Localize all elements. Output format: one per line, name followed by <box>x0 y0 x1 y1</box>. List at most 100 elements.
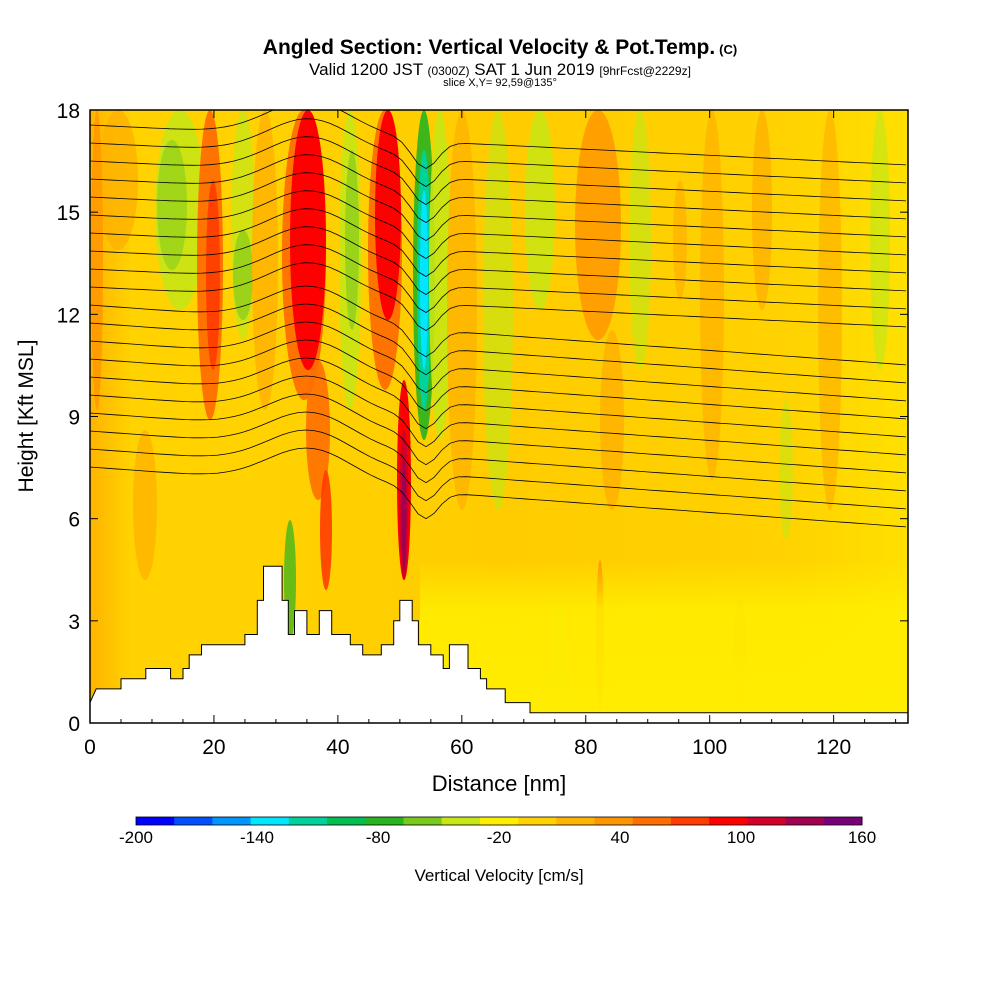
theta-contours <box>90 110 907 528</box>
colorbar-swatch <box>670 817 710 825</box>
x-tick-label: 60 <box>450 736 473 759</box>
utc-time: (0300Z) <box>427 64 470 78</box>
velocity-cell <box>483 110 513 510</box>
velocity-cell <box>447 110 477 510</box>
y-tick-label: 0 <box>68 713 80 736</box>
colorbar-swatch <box>823 817 863 825</box>
velocity-cell <box>673 180 687 300</box>
theta-contour <box>90 208 907 277</box>
colorbar-swatch <box>288 817 328 825</box>
theta-contour <box>90 303 907 384</box>
colorbar-label: Vertical Velocity [cm/s] <box>414 866 583 885</box>
velocity-cell <box>870 110 890 370</box>
colorbar-swatch <box>594 817 634 825</box>
velocity-cell <box>420 190 428 370</box>
theta-contour <box>90 321 907 402</box>
y-axis-label: Height [Kft MSL] <box>15 340 38 493</box>
velocity-cell <box>375 110 401 320</box>
velocity-cell <box>290 110 326 370</box>
colorbar-swatch <box>747 817 787 825</box>
colorbar-swatch <box>403 817 443 825</box>
velocity-cell <box>575 110 621 340</box>
theta-contour <box>90 226 907 295</box>
x-tick-label: 40 <box>326 736 349 759</box>
theta-contour <box>90 375 907 456</box>
colorbar-tick-label: -140 <box>240 828 274 847</box>
theta-contour <box>90 136 907 205</box>
theta-contour <box>90 393 907 474</box>
velocity-cell <box>345 150 359 330</box>
colorbar-tick-label: -20 <box>487 828 512 847</box>
theta-contour <box>90 172 907 241</box>
velocity-cell <box>233 230 253 320</box>
valid-date: SAT 1 Jun 2019 <box>474 60 595 79</box>
velocity-cell <box>306 360 330 500</box>
velocity-cell <box>91 110 103 410</box>
theta-contour <box>90 447 907 528</box>
x-tick-label: 100 <box>692 736 727 759</box>
x-tick-label: 120 <box>816 736 851 759</box>
x-tick-label: 0 <box>84 736 96 759</box>
colorbar-swatch <box>556 817 596 825</box>
velocity-cell <box>629 110 651 370</box>
colorbar-swatch <box>365 817 404 825</box>
y-tick-label: 18 <box>57 100 80 123</box>
theta-contour <box>90 429 907 510</box>
slice-info: slice X,Y= 92,59@135° <box>443 77 557 89</box>
theta-contour <box>90 411 907 492</box>
velocity-cell <box>818 110 842 510</box>
velocity-cell <box>157 140 187 270</box>
x-tick-label: 20 <box>202 736 225 759</box>
colorbar-tick-label: 160 <box>848 828 876 847</box>
velocity-cell <box>600 330 624 510</box>
colorbar-tick-label: 100 <box>727 828 755 847</box>
colorbar-swatch <box>632 817 672 825</box>
velocity-cell <box>700 110 724 480</box>
colorbar: -200 -140 -80 -20 40 100 160 <box>119 816 876 847</box>
theta-contour <box>90 110 907 169</box>
colorbar-frame <box>135 816 863 826</box>
theta-contour <box>90 118 907 187</box>
y-tick-label: 3 <box>68 611 80 634</box>
theta-contour <box>90 339 907 420</box>
title-main: Angled Section: Vertical Velocity & Pot.… <box>262 36 716 59</box>
velocity-cell <box>252 110 278 410</box>
plot-area <box>90 110 908 723</box>
velocity-cell <box>752 110 772 310</box>
y-tick-label: 9 <box>68 407 80 430</box>
chart-title: Angled Section: Vertical Velocity & Pot.… <box>0 36 1000 60</box>
title-mark: (C) <box>719 42 738 57</box>
y-tick-label: 15 <box>57 202 80 225</box>
velocity-cell <box>779 400 793 540</box>
colorbar-swatch <box>250 817 290 825</box>
velocity-cell <box>133 430 157 580</box>
terrain-profile <box>90 565 908 723</box>
theta-contour <box>90 244 907 313</box>
colorbar-swatch <box>518 817 557 825</box>
x-tick-label: 80 <box>574 736 597 759</box>
theta-contour <box>90 357 907 438</box>
velocity-cell <box>401 460 407 570</box>
colorbar-swatch <box>709 817 748 825</box>
colorbar-tick-label: 40 <box>611 828 630 847</box>
velocity-cell <box>525 110 555 310</box>
theta-contour <box>90 190 907 259</box>
velocity-cell <box>320 470 332 590</box>
y-tick-label: 12 <box>57 304 80 327</box>
colorbar-swatch <box>441 817 481 825</box>
x-axis-label: Distance [nm] <box>432 771 567 796</box>
axes: 0 20 40 60 80 100 120 0 3 6 9 12 15 18 <box>57 100 908 759</box>
valid-time: Valid 1200 JST <box>309 60 423 79</box>
theta-contour <box>90 154 907 223</box>
y-tick-label: 6 <box>68 509 80 532</box>
colorbar-tick-label: -80 <box>366 828 391 847</box>
colorbar-tick-label: -200 <box>119 828 153 847</box>
colorbar-swatch <box>479 817 519 825</box>
chart-subtitle: Valid 1200 JST (0300Z) SAT 1 Jun 2019 [9… <box>0 60 1000 80</box>
colorbar-swatch <box>212 817 252 825</box>
colorbar-swatch <box>174 817 213 825</box>
colorbar-swatch <box>136 817 175 825</box>
forecast-info: [9hrFcst@2229z] <box>599 64 691 78</box>
theta-contour <box>90 262 907 331</box>
